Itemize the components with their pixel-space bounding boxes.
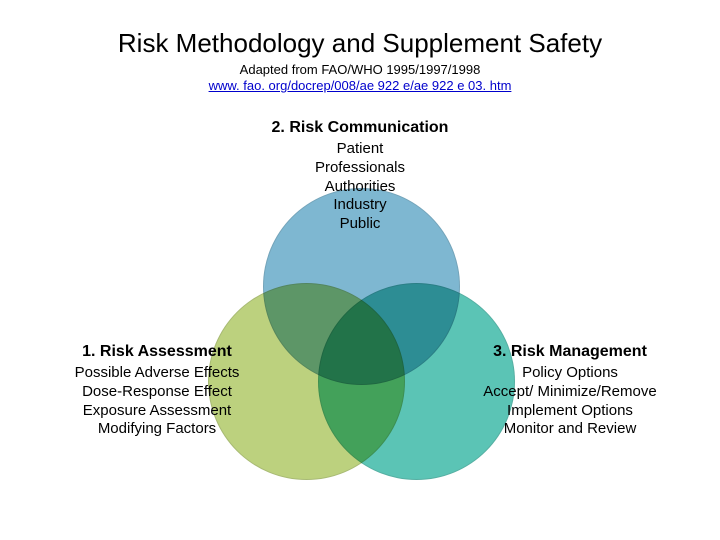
- section-top-line: Industry: [240, 196, 480, 215]
- section-left-line: Dose-Response Effect: [62, 383, 252, 402]
- source-link-container: www. fao. org/docrep/008/ae 922 e/ae 922…: [0, 78, 720, 93]
- section-right-line: Policy Options: [470, 364, 670, 383]
- section-top-heading: 2. Risk Communication: [240, 118, 480, 138]
- section-right-line: Monitor and Review: [470, 420, 670, 439]
- page-title: Risk Methodology and Supplement Safety: [0, 28, 720, 59]
- section-left-line: Exposure Assessment: [62, 402, 252, 421]
- section-right: 3. Risk Management Policy Options Accept…: [470, 342, 670, 439]
- section-top-line: Public: [240, 215, 480, 234]
- section-top-line: Professionals: [240, 159, 480, 178]
- section-top: 2. Risk Communication Patient Profession…: [240, 118, 480, 234]
- section-left-line: Modifying Factors: [62, 420, 252, 439]
- section-left: 1. Risk Assessment Possible Adverse Effe…: [62, 342, 252, 439]
- section-right-heading: 3. Risk Management: [470, 342, 670, 362]
- section-left-line: Possible Adverse Effects: [62, 364, 252, 383]
- section-right-line: Accept/ Minimize/Remove: [470, 383, 670, 402]
- section-top-line: Authorities: [240, 178, 480, 197]
- subtitle: Adapted from FAO/WHO 1995/1997/1998: [0, 62, 720, 77]
- section-top-line: Patient: [240, 140, 480, 159]
- section-left-heading: 1. Risk Assessment: [62, 342, 252, 362]
- section-right-line: Implement Options: [470, 402, 670, 421]
- source-link[interactable]: www. fao. org/docrep/008/ae 922 e/ae 922…: [209, 78, 512, 93]
